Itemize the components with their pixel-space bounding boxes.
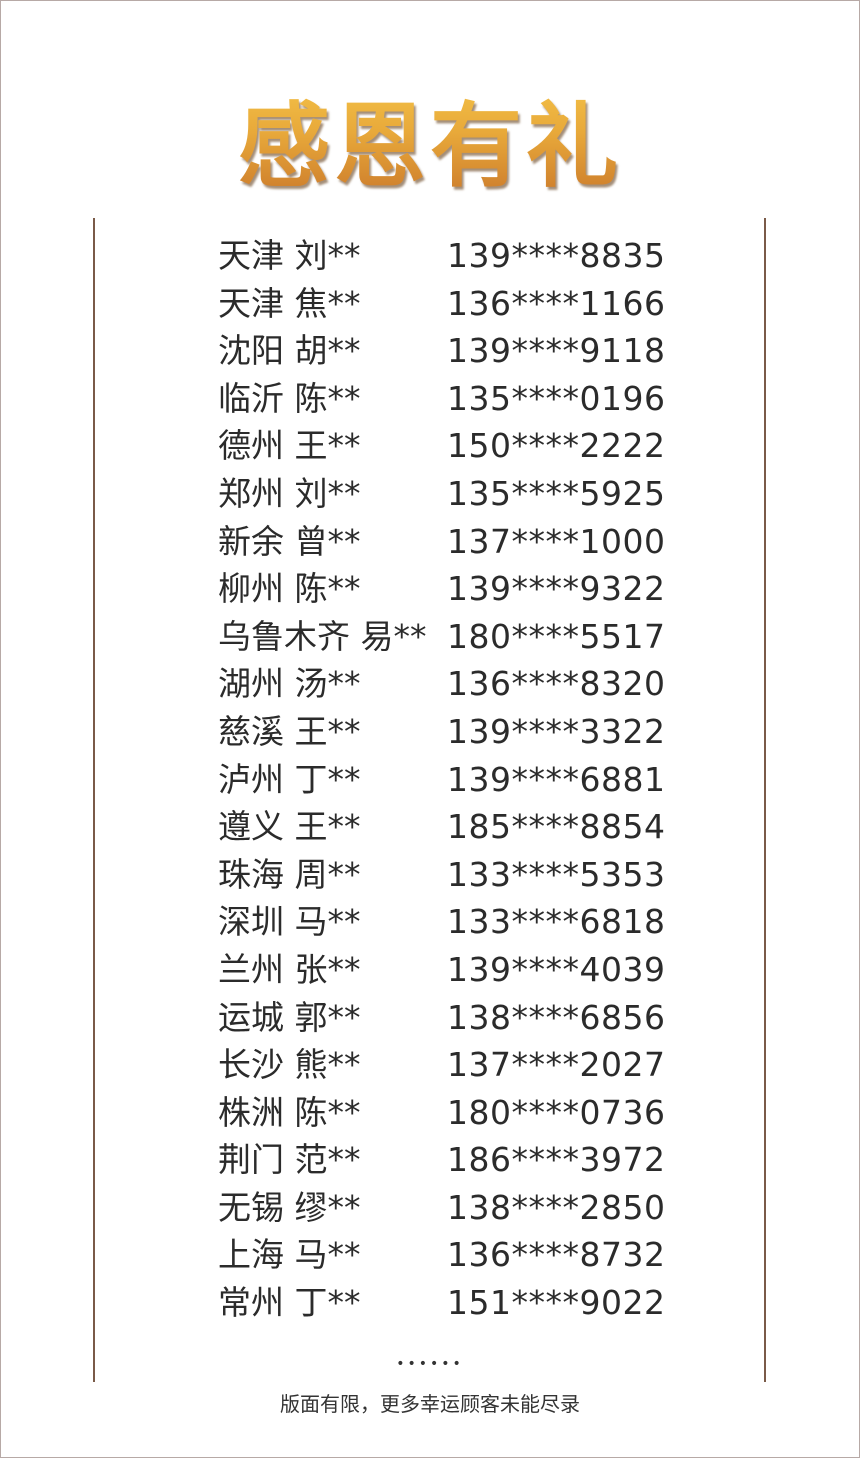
- winner-row: 柳州 陈** 139****9322: [218, 565, 665, 613]
- winner-row: 无锡 缪** 138****2850: [218, 1184, 665, 1232]
- winner-row: 泸州 丁** 139****6881: [218, 756, 665, 804]
- winner-phone: 137****2027: [447, 1045, 666, 1085]
- footer-note: 版面有限，更多幸运顾客未能尽录: [280, 1392, 580, 1416]
- right-divider-line: [764, 218, 766, 1382]
- winner-name: 兰州 张**: [218, 949, 361, 989]
- winner-name: 临沂 陈**: [218, 378, 361, 418]
- winner-row: 慈溪 王** 139****3322: [218, 708, 665, 756]
- winner-row: 天津 刘** 139****8835: [218, 232, 665, 280]
- winner-phone: 136****1166: [447, 283, 666, 323]
- winner-phone: 135****0196: [447, 378, 666, 418]
- winner-row: 长沙 熊** 137****2027: [218, 1041, 665, 1089]
- winner-phone: 186****3972: [447, 1140, 666, 1180]
- winner-row: 荆门 范** 186****3972: [218, 1136, 665, 1184]
- winner-name: 荆门 范**: [218, 1140, 361, 1180]
- winner-name: 沈阳 胡**: [218, 331, 361, 371]
- winner-row: 深圳 马** 133****6818: [218, 898, 665, 946]
- winner-name: 上海 马**: [218, 1235, 361, 1275]
- winner-row: 珠海 周** 133****5353: [218, 851, 665, 899]
- ellipsis-dots: ••••••: [396, 1356, 464, 1372]
- winner-phone: 133****5353: [447, 854, 666, 894]
- winner-name: 泸州 丁**: [218, 759, 361, 799]
- winner-phone: 135****5925: [447, 473, 666, 513]
- winner-phone: 133****6818: [447, 902, 666, 942]
- winner-name: 无锡 缪**: [218, 1187, 361, 1227]
- winner-name: 新余 曾**: [218, 521, 361, 561]
- winner-row: 临沂 陈** 135****0196: [218, 375, 665, 423]
- winner-phone: 139****3322: [447, 711, 666, 751]
- winner-phone: 180****0736: [447, 1092, 666, 1132]
- winner-row: 运城 郭** 138****6856: [218, 994, 665, 1042]
- winner-phone: 137****1000: [447, 521, 666, 561]
- winner-row: 沈阳 胡** 139****9118: [218, 327, 665, 375]
- winner-name: 株洲 陈**: [218, 1092, 361, 1132]
- winner-name: 郑州 刘**: [218, 473, 361, 513]
- winner-phone: 138****6856: [447, 997, 666, 1037]
- winner-row: 兰州 张** 139****4039: [218, 946, 665, 994]
- winner-name: 天津 焦**: [218, 283, 361, 323]
- winner-name: 天津 刘**: [218, 236, 361, 275]
- winner-phone: 139****9322: [447, 569, 666, 609]
- winner-name: 长沙 熊**: [218, 1045, 361, 1085]
- winner-row: 郑州 刘** 135****5925: [218, 470, 665, 518]
- winner-row: 新余 曾** 137****1000: [218, 518, 665, 566]
- winner-name: 湖州 汤**: [218, 664, 361, 704]
- winner-phone: 185****8854: [447, 807, 666, 847]
- winner-phone: 139****4039: [447, 949, 666, 989]
- winner-phone: 136****8732: [447, 1235, 666, 1275]
- winner-name: 德州 王**: [218, 426, 361, 466]
- winner-phone: 139****6881: [447, 759, 666, 799]
- winner-name: 珠海 周**: [218, 854, 361, 894]
- page-title: 感恩有礼: [0, 72, 860, 205]
- winner-name: 遵义 王**: [218, 807, 361, 847]
- winner-row: 常州 丁** 151****9022: [218, 1279, 665, 1327]
- winner-name: 深圳 马**: [218, 902, 361, 942]
- winner-phone: 138****2850: [447, 1187, 666, 1227]
- winner-phone: 139****9118: [447, 331, 666, 371]
- winner-row: 乌鲁木齐 易** 180****5517: [218, 613, 665, 661]
- winner-name: 乌鲁木齐 易**: [218, 616, 427, 656]
- winner-phone: 151****9022: [447, 1283, 666, 1323]
- winner-row: 湖州 汤** 136****8320: [218, 660, 665, 708]
- winner-row: 天津 焦** 136****1166: [218, 280, 665, 328]
- winner-phone: 150****2222: [447, 426, 666, 466]
- winner-row: 株洲 陈** 180****0736: [218, 1089, 665, 1137]
- winner-row: 上海 马** 136****8732: [218, 1231, 665, 1279]
- winner-row: 德州 王** 150****2222: [218, 422, 665, 470]
- winner-phone: 139****8835: [447, 236, 666, 275]
- left-divider-line: [93, 218, 95, 1382]
- winner-name: 慈溪 王**: [218, 711, 361, 751]
- winner-row: 遵义 王** 185****8854: [218, 803, 665, 851]
- winner-name: 常州 丁**: [218, 1283, 361, 1323]
- winner-name: 运城 郭**: [218, 997, 361, 1037]
- winner-phone: 136****8320: [447, 664, 666, 704]
- winners-list: 天津 刘** 139****8835 天津 焦** 136****1166 沈阳 胡**…: [218, 232, 665, 1327]
- winner-name: 柳州 陈**: [218, 569, 361, 609]
- winner-phone: 180****5517: [447, 616, 666, 656]
